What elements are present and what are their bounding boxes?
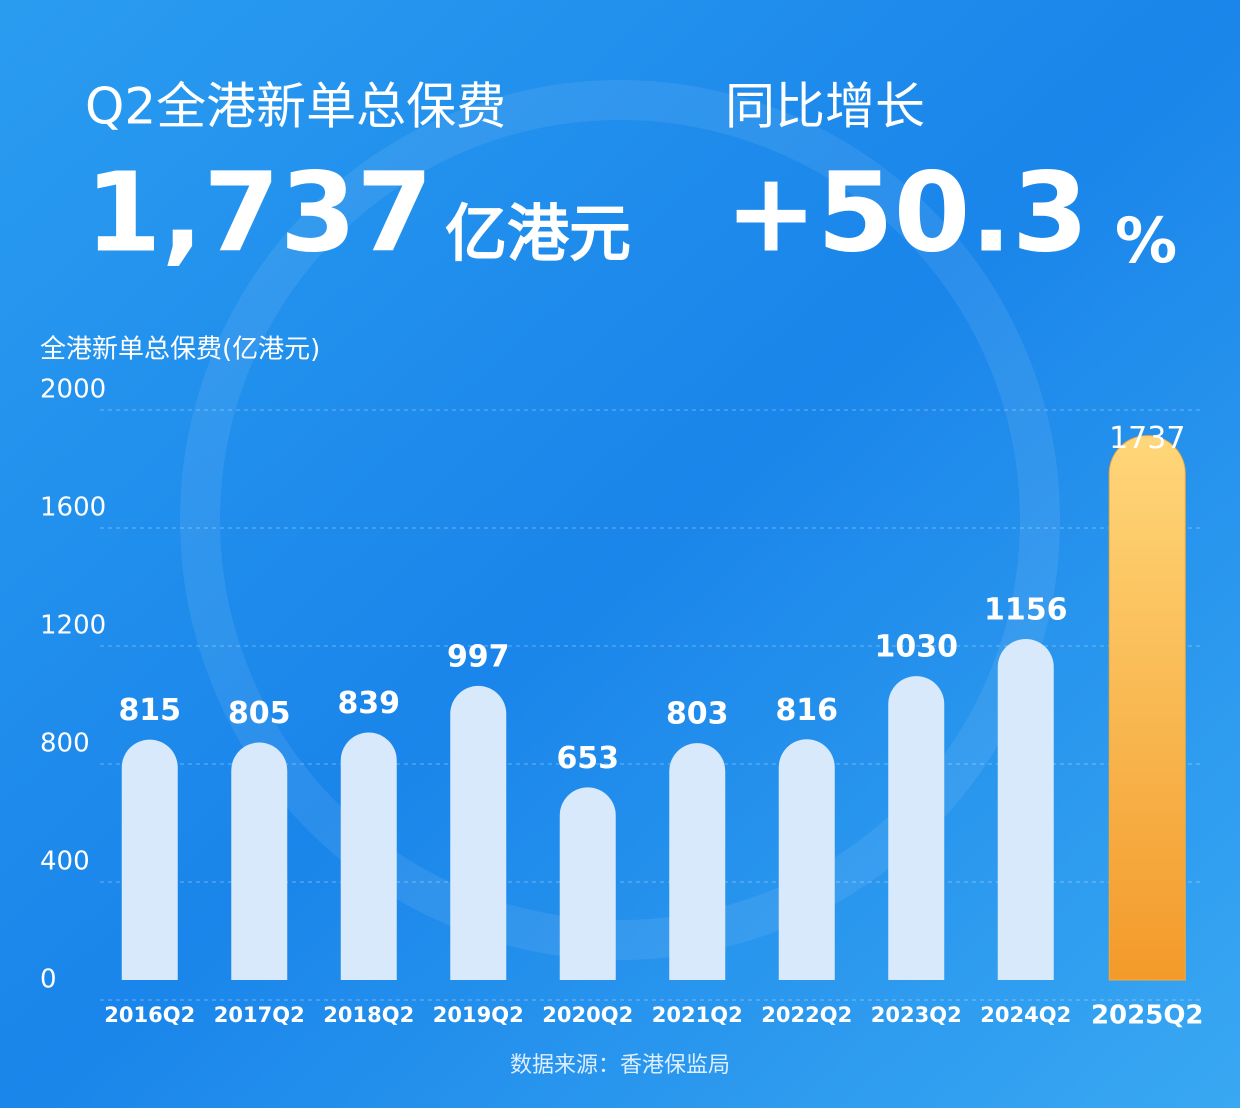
bar	[997, 638, 1054, 980]
x-tick-label: 2018Q2	[323, 1003, 414, 1027]
growth-number: +50.3	[725, 148, 1089, 276]
bar	[559, 787, 616, 980]
growth-unit: %	[1115, 204, 1177, 277]
x-tick-label: 2023Q2	[871, 1003, 962, 1027]
bar	[888, 676, 945, 980]
value-label: 839	[337, 686, 400, 721]
headline-unit: 亿港元	[445, 197, 631, 270]
x-tick-label: 2017Q2	[214, 1003, 305, 1027]
bar	[340, 732, 397, 980]
source: 数据来源：香港保监局	[510, 1053, 730, 1078]
bar	[1108, 435, 1186, 981]
value-label: 805	[228, 696, 291, 731]
bar	[450, 685, 507, 980]
x-tick-label: 2021Q2	[652, 1003, 743, 1027]
bar	[121, 739, 178, 980]
bar	[669, 743, 726, 980]
value-label: 653	[556, 741, 619, 776]
y-tick-label: 1200	[40, 611, 106, 641]
y-tick-label: 800	[40, 729, 90, 759]
x-tick-label: 2019Q2	[433, 1003, 524, 1027]
decor-circle	[180, 80, 1060, 960]
headline-label: Q2全港新单总保费	[85, 78, 506, 136]
x-tick-label: 2025Q2	[1091, 1001, 1204, 1031]
x-tick-label: 2022Q2	[761, 1003, 852, 1027]
value-label: 997	[447, 639, 510, 674]
y-tick-label: 0	[40, 965, 57, 995]
value-label: 1737	[1109, 421, 1185, 456]
growth-label: 同比增长	[725, 78, 925, 136]
y-tick-label: 400	[40, 847, 90, 877]
y-tick-label: 2000	[40, 375, 106, 405]
x-tick-label: 2020Q2	[542, 1003, 633, 1027]
bar	[778, 739, 835, 980]
y-axis-label: 全港新单总保费(亿港元)	[40, 335, 320, 365]
x-tick-label: 2024Q2	[980, 1003, 1071, 1027]
bar	[231, 742, 288, 980]
value-label: 816	[775, 693, 838, 728]
value-label: 815	[118, 693, 181, 728]
headline-number: 1,737	[85, 148, 433, 276]
value-label: 1156	[984, 592, 1068, 627]
x-tick-label: 2016Q2	[104, 1003, 195, 1027]
y-tick-label: 1600	[40, 493, 106, 523]
value-label: 1030	[875, 630, 959, 665]
value-label: 803	[666, 697, 729, 732]
